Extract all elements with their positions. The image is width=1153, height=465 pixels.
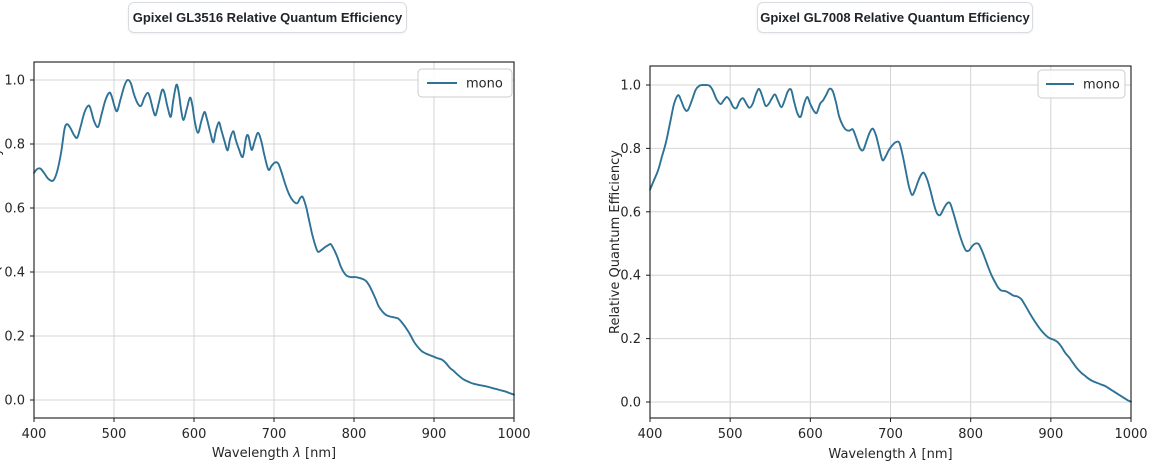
y-tick-label: 0.4 [4, 266, 25, 281]
x-axis-label: Wavelength λ [nm] [212, 446, 336, 461]
gl7008-qe-plot: 400 500 600 700 800 900 1000 0.0 0.2 0.4 0.6 0.8 1.0… [608, 65, 1148, 462]
y-tick-label: 0.6 [620, 205, 641, 220]
legend-label: mono [466, 77, 503, 92]
y-tick-label: 0.4 [620, 269, 641, 284]
x-tick-label: 400 [638, 427, 663, 442]
x-tick-label: 1000 [1114, 427, 1147, 442]
legend: mono [1037, 69, 1126, 99]
x-tick-label: 400 [22, 427, 47, 442]
gl7008-chart-title: Gpixel GL7008 Relative Quantum Efficienc… [757, 2, 1033, 33]
x-tick-label: 700 [878, 427, 903, 442]
y-tick-label: 1.0 [4, 74, 25, 89]
y-tick-label: 0.8 [4, 138, 25, 153]
gl3516-chart-title: Gpixel GL3516 Relative Quantum Efficienc… [128, 2, 407, 33]
x-tick-label: 600 [798, 427, 823, 442]
x-axis-label: Wavelength λ [nm] [828, 447, 952, 462]
x-tick-label: 800 [958, 427, 983, 442]
grid [649, 66, 1132, 418]
grid [33, 62, 515, 418]
gl3516-qe-plot: 400 500 600 700 800 900 1000 0.0 0.2 0.4 0.6 0.8 1.0… [0, 61, 531, 461]
y-tick-label: 0.2 [620, 332, 641, 347]
legend: mono [417, 68, 513, 98]
x-tick-label: 500 [102, 427, 127, 442]
y-tick-label: 0.0 [4, 394, 25, 409]
y-tick-label: 0.6 [4, 202, 25, 217]
y-axis-label: Relative Quantum Efficiency [608, 150, 623, 334]
axes: 400 500 600 700 800 900 1000 0.0 0.2 0.4 0.6 0.8 1.0 [4, 74, 530, 443]
y-tick-label: 0.8 [620, 142, 641, 157]
qe-curve-mono [33, 78, 515, 396]
legend-label: mono [1083, 78, 1120, 93]
x-tick-label: 700 [262, 427, 287, 442]
y-tick-label: 1.0 [620, 79, 641, 94]
x-tick-label: 800 [342, 427, 367, 442]
y-tick-label: 0.2 [4, 330, 25, 345]
x-tick-label: 900 [1038, 427, 1063, 442]
x-tick-label: 900 [422, 427, 447, 442]
y-tick-label: 0.0 [620, 396, 641, 411]
x-tick-label: 1000 [497, 427, 530, 442]
x-tick-label: 500 [718, 427, 743, 442]
y-axis-label: Relative Quantum Efficiency [0, 148, 4, 332]
axes: 400 500 600 700 800 900 1000 0.0 0.2 0.4 0.6 0.8 1.0 [620, 79, 1147, 443]
qe-curve-mono [649, 83, 1132, 403]
x-tick-label: 600 [182, 427, 207, 442]
